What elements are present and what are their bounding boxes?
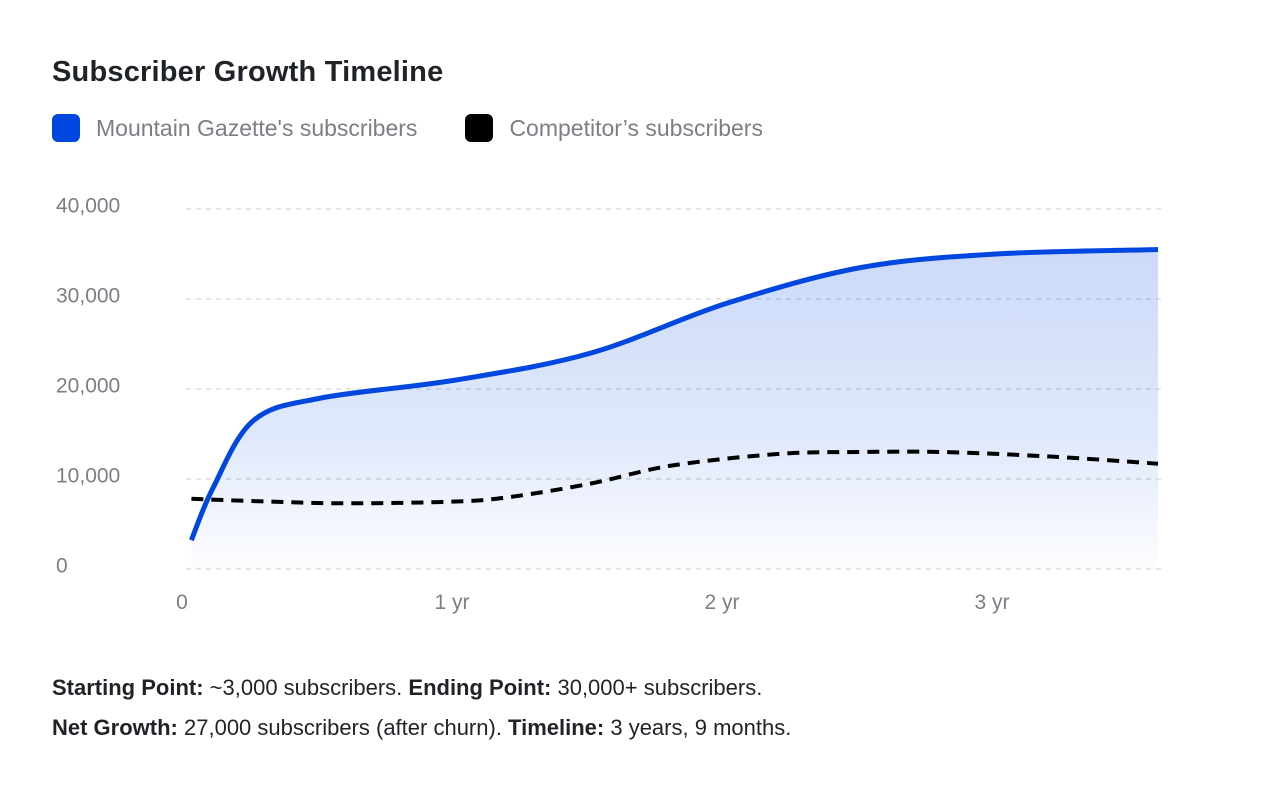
footnote-1-part-0: Starting Point: [52,675,204,700]
chart-title: Subscriber Growth Timeline [52,56,444,88]
legend-label-competitor: Competitor’s subscribers [509,114,763,141]
legend-item-competitor: Competitor’s subscribers [465,114,763,142]
series-layer [189,247,1159,569]
x-tick-label-0: 0 [176,591,188,614]
footnote-1-part-1: ~3,000 subscribers. [203,675,409,700]
y-axis-labels: 0 10,000 20,000 30,000 40,000 [56,195,120,578]
y-tick-label-4: 40,000 [56,195,120,218]
legend-swatch-competitor [465,114,494,142]
x-axis-labels: 0 1 yr 2 yr 3 yr [176,591,1009,614]
series-line-competitor [191,449,1159,506]
footnote-2-part-0: Net Growth: [52,715,178,740]
x-tick-label-3: 3 yr [974,591,1009,614]
legend-swatch-mountain-gazette [52,114,80,142]
legend: Mountain Gazette's subscribers Competito… [52,114,811,142]
subscriber-growth-chart: 0 10,000 20,000 30,000 40,000 0 1 yr 2 yr 3 yr [56,195,1162,614]
y-tick-label-1: 10,000 [56,465,120,488]
legend-label-mountain-gazette: Mountain Gazette's subscribers [96,114,418,141]
footnote-1-part-2: Ending Point: [408,675,552,700]
x-tick-label-2: 2 yr [704,591,739,614]
footnote-1-part-3: 30,000+ subscribers. [551,675,763,700]
y-tick-label-0: 0 [56,555,68,578]
x-tick-label-1: 1 yr [434,591,469,614]
footnote-2-part-2: Timeline: [508,715,605,740]
legend-item-mountain-gazette: Mountain Gazette's subscribers [52,114,417,142]
series-line-mountain-gazette [189,247,1159,542]
series-area-0 [191,249,1158,569]
y-tick-label-3: 30,000 [56,285,120,308]
footnote-start-end: Starting Point: ~3,000 subscribers. Endi… [52,668,762,708]
y-tick-label-2: 20,000 [56,375,120,398]
footnote-growth-timeline: Net Growth: 27,000 subscribers (after ch… [52,708,791,748]
footnote-2-part-3: 3 years, 9 months. [604,715,792,740]
footnote-2-part-1: 27,000 subscribers (after churn). [177,715,509,740]
